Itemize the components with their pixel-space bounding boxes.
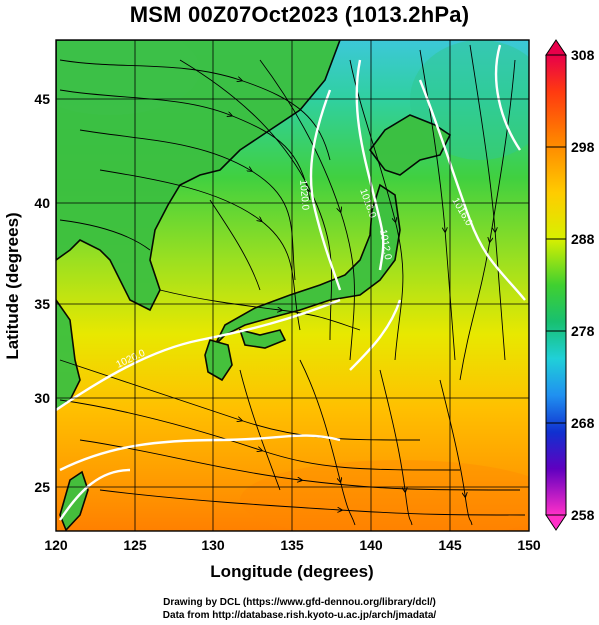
x-tick-label: 120 xyxy=(44,537,68,553)
map-title: MSM 00Z07Oct2023 (1013.2hPa) xyxy=(129,2,470,27)
x-tick-label: 130 xyxy=(201,537,225,553)
colorbar-tick-label: 258 xyxy=(571,507,595,523)
credits: Drawing by DCL (https://www.gfd-dennou.o… xyxy=(0,596,599,622)
colorbar-scale xyxy=(545,54,567,516)
x-axis-title: Longitude (degrees) xyxy=(210,562,373,581)
colorbar-tick-label: 298 xyxy=(571,139,595,155)
y-tick-label: 25 xyxy=(34,479,50,495)
colorbar-tick-label: 278 xyxy=(571,323,595,339)
colorbar: 308 298 288 278 268 258 xyxy=(545,39,595,531)
isobars xyxy=(56,44,526,521)
colorbar-tick-label: 308 xyxy=(571,47,595,63)
x-tick-label: 140 xyxy=(359,537,383,553)
contour-label: 1012.0 xyxy=(377,229,393,261)
y-axis-ticks: 25 30 35 40 45 xyxy=(34,91,50,495)
land-masses xyxy=(56,40,452,531)
x-tick-label: 150 xyxy=(517,537,541,553)
credit-data: Data from http://database.rish.kyoto-u.a… xyxy=(162,610,437,621)
y-axis-title: Latitude (degrees) xyxy=(3,212,22,359)
colorbar-top-arrow xyxy=(545,39,567,56)
y-tick-label: 45 xyxy=(34,91,50,107)
colorbar-tick-label: 288 xyxy=(571,231,595,247)
grid-lines xyxy=(56,40,529,531)
x-tick-label: 145 xyxy=(438,537,462,553)
colorbar-bottom-arrow xyxy=(545,514,567,531)
x-axis-ticks: 120 125 130 135 140 145 150 xyxy=(44,537,541,553)
x-tick-label: 135 xyxy=(280,537,304,553)
streamlines xyxy=(59,44,526,526)
credit-drawing: Drawing by DCL (https://www.gfd-dennou.o… xyxy=(163,597,436,608)
plot-frame xyxy=(55,39,530,532)
y-tick-label: 35 xyxy=(34,296,50,312)
x-tick-label: 125 xyxy=(123,537,147,553)
colorbar-tick-label: 268 xyxy=(571,415,595,431)
y-tick-label: 30 xyxy=(34,390,50,406)
y-tick-label: 40 xyxy=(34,195,50,211)
